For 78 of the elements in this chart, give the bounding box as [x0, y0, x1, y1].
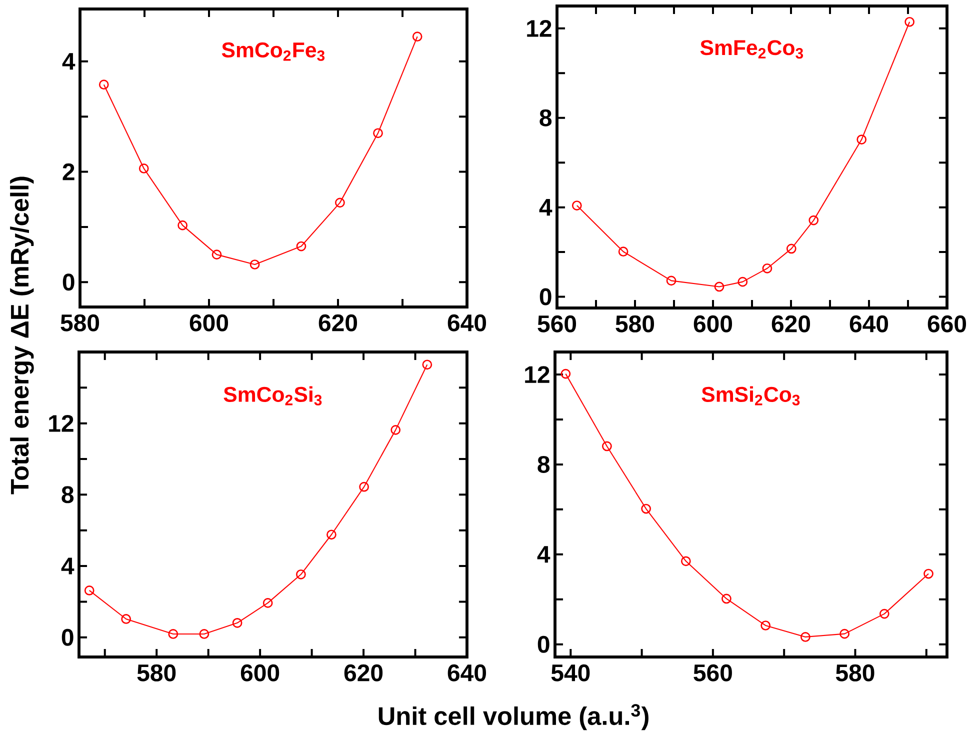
x-tick-label: 620	[318, 314, 358, 332]
point	[262, 598, 273, 608]
point	[618, 246, 628, 257]
text: SmSi$_{2}$Co$_{3}$	[702, 386, 800, 406]
y-tick-label: 2	[62, 163, 74, 180]
point	[98, 80, 109, 90]
y-tick-label: 8	[62, 486, 74, 504]
point	[296, 569, 306, 580]
point	[138, 164, 149, 174]
y-tick-label: 8	[540, 109, 552, 126]
point	[680, 556, 691, 566]
point	[296, 241, 306, 252]
x-tick-label: 660	[928, 315, 966, 332]
point	[326, 530, 336, 540]
point	[786, 244, 796, 254]
point	[232, 618, 242, 628]
text: SmCo$_{2}$Si$_{3}$	[224, 386, 322, 406]
text: SmCo$_{2}$Fe$_{3}$	[222, 42, 325, 61]
point	[199, 629, 210, 639]
point	[422, 360, 432, 370]
point	[359, 482, 369, 492]
point	[412, 32, 422, 42]
point	[641, 504, 651, 514]
point	[800, 632, 810, 642]
y-tick-label: 4	[539, 199, 552, 216]
x-tick-label: 580	[60, 314, 100, 332]
point	[904, 16, 914, 27]
x-tick-label: 580	[616, 315, 654, 332]
x-tick-label: 580	[836, 664, 874, 682]
point	[572, 200, 582, 210]
y-tick-label: 4	[62, 53, 76, 70]
point	[722, 594, 732, 604]
y-tick-label: 4	[61, 558, 74, 574]
point	[335, 198, 345, 208]
y-tick-label: 12	[527, 20, 552, 37]
x-tick-label: 640	[448, 314, 486, 332]
y-tick-label: 0	[62, 628, 74, 646]
x-tick-label: 600	[694, 315, 732, 332]
point	[121, 614, 132, 624]
text: SmFe$_{2}$Co$_{3}$	[700, 40, 804, 59]
point	[602, 441, 612, 452]
point	[879, 608, 890, 619]
x-tick-label: 560	[694, 664, 732, 682]
x-tick-label: 640	[850, 315, 888, 332]
x-tick-label: 620	[344, 664, 383, 682]
y-tick-label: 0	[62, 274, 74, 291]
point	[168, 629, 178, 639]
x-tick-label: 600	[190, 314, 228, 332]
point	[250, 260, 260, 270]
point	[373, 128, 383, 138]
x-tick-label: 640	[448, 664, 486, 682]
x-tick-label: 560	[538, 315, 576, 332]
point	[762, 263, 772, 274]
y-tick-label: 12	[49, 414, 74, 432]
y-axis-title: Total energy ΔE (mRy/cell)	[10, 176, 34, 494]
point	[760, 620, 771, 630]
point	[856, 134, 867, 144]
y-tick-label: 4	[537, 546, 550, 563]
y-tick-label: 0	[538, 636, 550, 653]
point	[738, 276, 748, 287]
x-tick-label: 600	[240, 664, 280, 682]
point	[560, 368, 571, 379]
point	[714, 282, 724, 292]
y-tick-label: 0	[540, 288, 552, 306]
y-tick-label: 12	[525, 366, 550, 383]
point	[666, 276, 676, 286]
point	[840, 628, 850, 639]
y-tick-label: 8	[538, 456, 550, 473]
point	[212, 250, 222, 260]
x-tick-label: 540	[551, 664, 590, 682]
x-tick-label: 580	[137, 664, 176, 682]
point	[84, 586, 94, 596]
x-tick-label: 620	[772, 315, 810, 332]
point	[808, 215, 819, 226]
point	[924, 568, 934, 579]
x-axis-title: Unit cell volume (a.u.$^{3}$)	[378, 704, 648, 730]
point	[390, 424, 401, 435]
point	[178, 220, 188, 230]
